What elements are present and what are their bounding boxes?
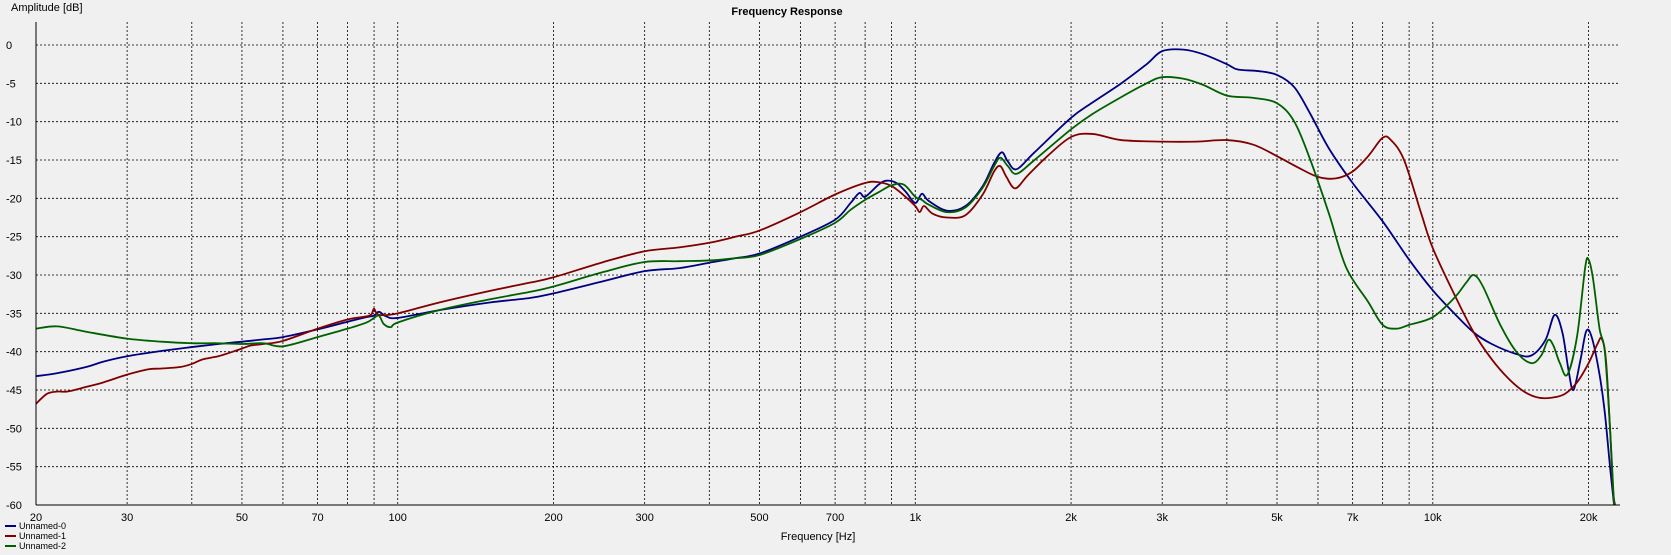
x-tick-label: 700 bbox=[826, 512, 844, 524]
legend-label: Unnamed-2 bbox=[19, 541, 66, 551]
chart-title: Frequency Response bbox=[731, 6, 842, 18]
y-tick-label: -50 bbox=[6, 423, 22, 435]
y-tick-label: -30 bbox=[6, 270, 22, 282]
series-line-unnamed-0 bbox=[36, 48, 1615, 506]
plot-area bbox=[36, 22, 1620, 505]
grid-major-lines bbox=[36, 22, 1620, 505]
x-tick-label: 2k bbox=[1065, 512, 1077, 524]
x-tick-label: 20k bbox=[1580, 512, 1598, 524]
x-tick-label: 500 bbox=[750, 512, 768, 524]
x-tick-label: 3k bbox=[1156, 512, 1168, 524]
y-tick-labels: 0 -5 -10 -15 -20 -25 -30 -35 -40 -45 -50 -55 -60 bbox=[6, 40, 22, 512]
y-tick-label: -25 bbox=[6, 232, 22, 244]
x-tick-label: 7k bbox=[1347, 512, 1359, 524]
y-tick-label: -55 bbox=[6, 462, 22, 474]
x-tick-labels: 20 30 50 70 100 200 300 500 700 1k 2k 3k 5k 7k 10k 20k bbox=[30, 512, 1598, 524]
y-tick-label: -40 bbox=[6, 347, 22, 359]
grid-minor-lines bbox=[191, 22, 1410, 505]
series-line-unnamed-1 bbox=[36, 132, 1616, 506]
series-layer bbox=[36, 48, 1616, 506]
axes-layer bbox=[35, 22, 1620, 506]
x-tick-label: 1k bbox=[909, 512, 921, 524]
y-tick-label: -35 bbox=[6, 308, 22, 320]
x-axis-label: Frequency [Hz] bbox=[781, 531, 856, 543]
y-tick-label: -5 bbox=[6, 78, 16, 90]
legend-label: Unnamed-0 bbox=[19, 521, 66, 531]
legend-label: Unnamed-1 bbox=[19, 531, 66, 541]
series-line-unnamed-2 bbox=[36, 76, 1615, 506]
y-axis-label: Amplitude [dB] bbox=[11, 2, 83, 14]
x-tick-label: 70 bbox=[311, 512, 323, 524]
x-tick-label: 30 bbox=[121, 512, 133, 524]
x-tick-label: 100 bbox=[389, 512, 407, 524]
x-tick-label: 10k bbox=[1424, 512, 1442, 524]
x-tick-label: 200 bbox=[544, 512, 562, 524]
y-tick-label: -15 bbox=[6, 155, 22, 167]
y-tick-label: -10 bbox=[6, 117, 22, 129]
y-tick-label: -45 bbox=[6, 385, 22, 397]
y-tick-label: 0 bbox=[6, 40, 12, 52]
x-tick-label: 5k bbox=[1271, 512, 1283, 524]
x-tick-label: 50 bbox=[236, 512, 248, 524]
x-tick-label: 300 bbox=[635, 512, 653, 524]
x-tick-label: 20 bbox=[30, 512, 42, 524]
y-tick-label: -20 bbox=[6, 193, 22, 205]
y-tick-label: -60 bbox=[6, 500, 22, 512]
